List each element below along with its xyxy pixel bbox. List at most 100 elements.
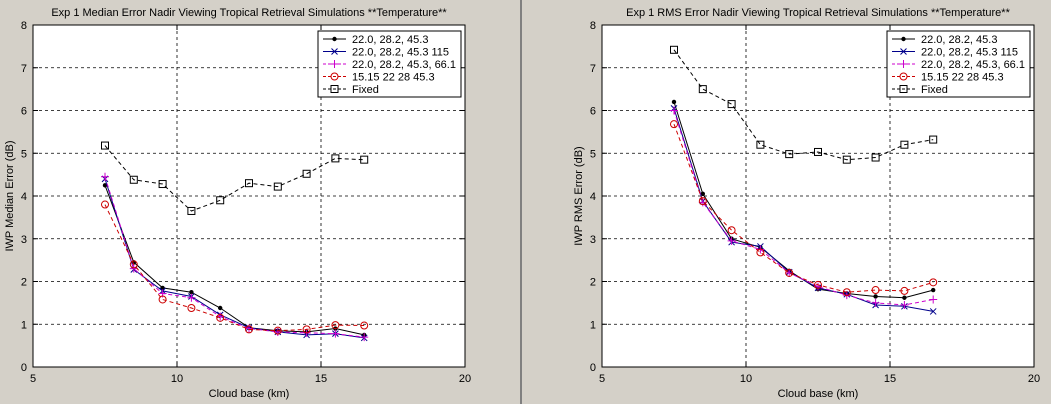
data-point: [698, 85, 707, 94]
data-point: [929, 135, 938, 144]
data-point: [101, 141, 109, 150]
legend-entry: 22.0, 28.2, 45.3, 66.1: [352, 59, 456, 71]
y-tick-label: 2: [21, 277, 27, 289]
chart-title: Exp 1 Median Error Nadir Viewing Tropica…: [51, 7, 447, 19]
series-line: [673, 49, 934, 161]
series-line: [673, 110, 934, 306]
y-tick-label: 8: [21, 20, 27, 32]
data-point: [187, 206, 196, 215]
data-point: [929, 308, 937, 315]
data-point: [727, 236, 736, 245]
data-point: [871, 298, 880, 307]
series-2: [670, 106, 938, 310]
legend-marker: [332, 36, 337, 42]
y-tick-label: 2: [590, 277, 596, 289]
data-point: [101, 200, 109, 209]
data-point: [785, 268, 794, 277]
data-point: [931, 287, 936, 293]
y-tick-label: 1: [590, 319, 596, 331]
data-point: [900, 286, 909, 295]
legend-entry: 15.15 22 28 45.3: [352, 72, 435, 84]
legend-marker: [900, 48, 907, 55]
data-point: [189, 289, 194, 295]
data-point: [245, 179, 253, 188]
data-point: [871, 286, 880, 295]
y-axis-label: IWP Median Error (dB): [4, 140, 16, 251]
data-point: [929, 278, 938, 287]
series-3: [670, 120, 938, 297]
data-point: [273, 326, 282, 335]
data-point: [187, 304, 196, 313]
legend-marker: [330, 72, 339, 81]
rms-error-chart: 5 10 15 20 0 1 2 3 4 5 6 7 8 Exp 1 RMS Error Nadir Vi…: [573, 7, 1040, 400]
data-point: [160, 285, 165, 291]
y-tick-label: 5: [21, 148, 27, 160]
data-point: [900, 140, 909, 149]
y-tick-label: 7: [21, 63, 27, 75]
data-point: [360, 333, 369, 342]
data-point: [900, 301, 909, 310]
legend-box: [886, 30, 1031, 98]
series-line: [104, 204, 365, 332]
legend-entry: 15.15 22 28 45.3: [921, 72, 1004, 84]
legend-marker: [899, 60, 908, 68]
y-tick-label: 4: [590, 191, 596, 203]
data-point: [756, 248, 765, 257]
data-point: [360, 155, 369, 164]
x-tick-label: 20: [459, 373, 471, 385]
data-point: [187, 293, 196, 302]
data-point: [218, 305, 223, 311]
data-point: [785, 150, 794, 159]
x-tick-label: 15: [884, 373, 896, 385]
data-point: [670, 45, 678, 54]
series-line: [673, 124, 934, 293]
y-axis-label: IWP RMS Error (dB): [573, 146, 585, 245]
y-tick-label: 0: [21, 362, 27, 374]
legend: 22.0, 28.2, 45.322.0, 28.2, 45.3 11522.0…: [886, 30, 1031, 98]
series-line: [104, 185, 365, 336]
y-tick-label: 3: [590, 234, 596, 246]
series-line: [104, 178, 365, 339]
series-line: [104, 145, 365, 212]
data-point: [670, 120, 678, 129]
data-point: [216, 196, 225, 205]
y-tick-label: 7: [590, 63, 596, 75]
x-axis-label: Cloud base (km): [209, 388, 290, 400]
y-tick-label: 5: [590, 148, 596, 160]
y-tick-label: 0: [590, 362, 596, 374]
x-tick-label: 10: [171, 373, 183, 385]
data-point: [785, 268, 794, 277]
series-4: [101, 141, 369, 215]
legend: 22.0, 28.2, 45.322.0, 28.2, 45.3 11522.0…: [317, 30, 462, 98]
median-error-chart: 5 10 15 20 0 1 2 3 4 5 6 7 8 Exp 1 Median Error Nadir…: [4, 7, 471, 400]
data-point: [102, 183, 108, 188]
y-tick-label: 1: [21, 319, 27, 331]
data-point: [216, 313, 225, 322]
legend-marker: [331, 48, 338, 55]
data-point: [814, 147, 822, 156]
data-point: [871, 153, 880, 162]
y-tick-label: 8: [590, 20, 596, 32]
series-line: [104, 176, 365, 338]
data-point: [331, 329, 340, 338]
legend-entry: 22.0, 28.2, 45.3, 66.1: [921, 59, 1025, 71]
data-point: [331, 154, 340, 163]
x-tick-label: 15: [315, 373, 327, 385]
data-point: [842, 155, 851, 164]
data-point: [101, 172, 109, 181]
x-axis-label: Cloud base (km): [778, 388, 859, 400]
legend-marker: [330, 85, 339, 93]
data-point: [670, 106, 678, 115]
data-point: [302, 325, 311, 334]
data-point: [158, 180, 167, 189]
legend-marker: [901, 36, 906, 42]
data-point: [698, 197, 707, 206]
legend-entry: Fixed: [352, 84, 379, 96]
y-tick-label: 6: [590, 106, 596, 118]
data-point: [756, 140, 765, 149]
legend-marker: [899, 85, 908, 93]
legend-entry: Fixed: [921, 84, 948, 96]
y-tick-label: 4: [21, 191, 27, 203]
data-point: [129, 175, 138, 184]
x-tick-label: 5: [30, 373, 36, 385]
